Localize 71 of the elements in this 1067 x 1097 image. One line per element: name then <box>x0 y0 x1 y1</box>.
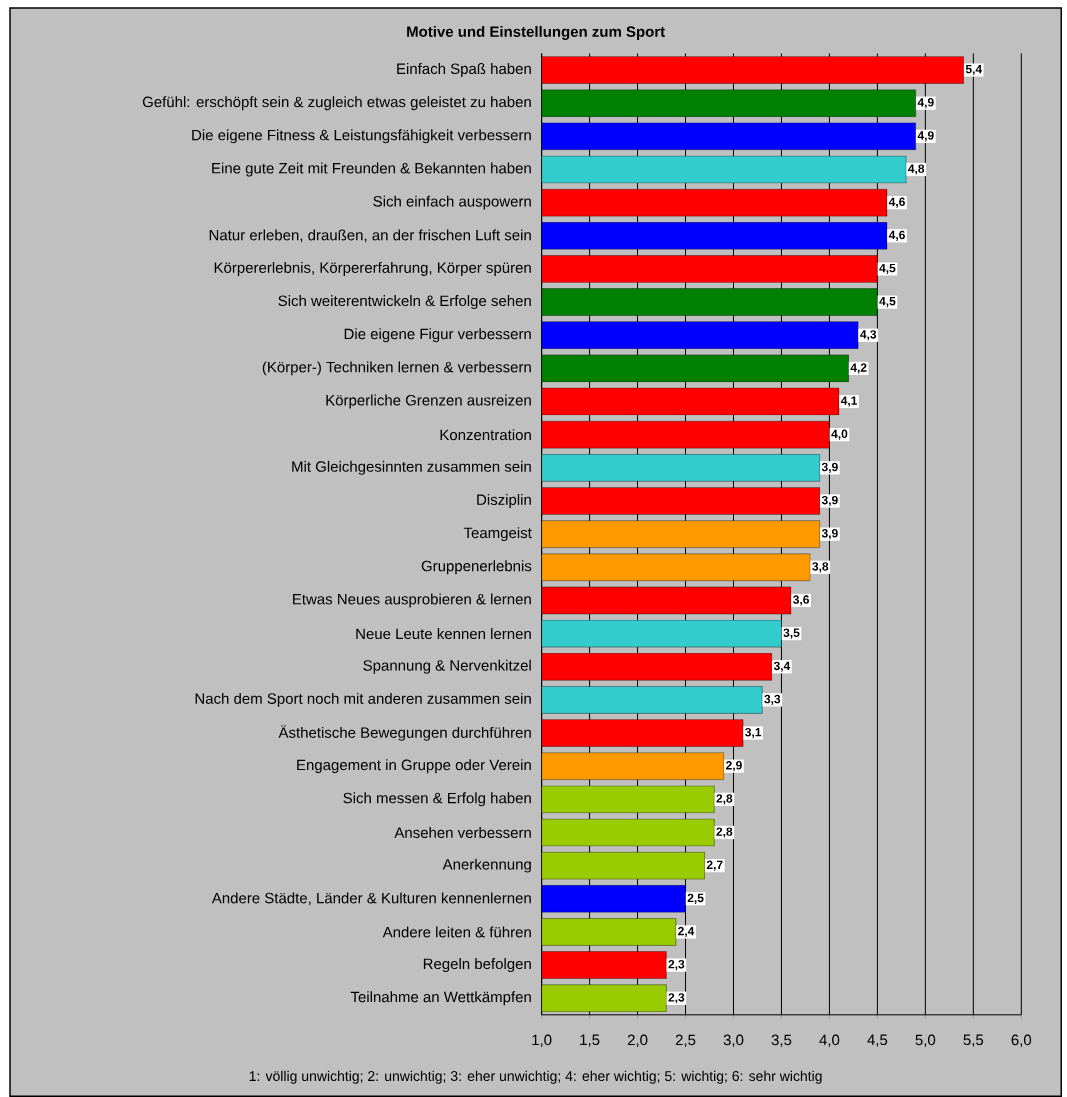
y-tick-label: Teamgeist <box>463 527 532 542</box>
x-tick-label: 6,0 <box>1011 1034 1031 1047</box>
x-tick-label: 3,5 <box>771 1034 792 1047</box>
y-tick-label: Natur erleben, draußen, an der frischen Luft sein <box>209 229 531 243</box>
data-label: 4,9 <box>917 131 934 142</box>
y-tick-label: Teilnahme an Wettkämpfen <box>350 991 531 1006</box>
x-tick-label: 1,0 <box>532 1034 552 1047</box>
y-tick-label: Engagement in Gruppe oder Verein <box>297 759 531 774</box>
data-label: 3,9 <box>821 462 838 473</box>
x-tick-label: 5,5 <box>963 1034 983 1047</box>
y-tick-label: Körperliche Grenzen ausreizen <box>326 394 531 409</box>
data-label: 2,3 <box>668 993 685 1004</box>
data-label: 4,6 <box>888 230 905 241</box>
y-tick-label: Neue Leute kennen lernen <box>356 628 531 640</box>
y-tick-label: Die eigene Fitness & Leistungsfähigkeit verbessern <box>192 129 531 144</box>
x-tick-label: 2,5 <box>675 1034 696 1047</box>
data-label: 4,2 <box>850 363 867 374</box>
data-label: 2,8 <box>716 794 733 805</box>
y-tick-label: Mit Gleichgesinnten zusammen sein <box>292 460 531 475</box>
y-tick-label: Spannung & Nervenkitzel <box>363 659 531 674</box>
y-tick-label: (Körper-) Techniken lernen & verbessern <box>262 361 531 376</box>
data-label: 4,1 <box>840 396 857 407</box>
y-tick-label: Sich einfach auspowern <box>373 195 531 210</box>
data-label: 2,8 <box>716 827 733 838</box>
data-label: 3,1 <box>744 727 761 739</box>
x-tick-label: 3,0 <box>723 1034 744 1047</box>
data-label: 4,9 <box>917 98 934 109</box>
data-label: 3,9 <box>821 495 838 507</box>
data-label: 4,0 <box>831 429 848 440</box>
data-label: 3,5 <box>783 628 800 639</box>
data-label: 2,7 <box>706 860 723 871</box>
data-label: 4,6 <box>888 197 905 208</box>
y-tick-label: Sich messen & Erfolg haben <box>343 792 531 807</box>
x-tick-label: 2,0 <box>627 1034 648 1047</box>
data-label: 3,3 <box>764 694 781 705</box>
y-tick-label: Andere leiten & führen <box>382 926 531 938</box>
data-label: 4,5 <box>879 263 896 274</box>
data-label: 2,3 <box>668 959 685 971</box>
y-tick-label: Konzentration <box>440 429 531 441</box>
x-tick-label: 5,0 <box>915 1034 936 1047</box>
y-tick-label: Andere Städte, Länder & Kulturen kennenlernen <box>211 892 531 906</box>
y-tick-label: Die eigene Figur verbessern <box>344 328 531 343</box>
y-tick-label: Gruppenerlebnis <box>421 560 532 575</box>
data-label: 2,4 <box>677 926 695 938</box>
data-label: 3,9 <box>821 529 838 540</box>
data-label: 4,3 <box>859 330 877 341</box>
y-tick-label: Ästhetische Bewegungen durchführen <box>278 725 531 741</box>
text: 1: völlig unwichtig; 2: unwichtig; 3: eher unwichtig; 4: eher wichtig; 5: wichtig; 6: sehr wichtig <box>249 1070 822 1084</box>
data-label: 3,8 <box>812 562 829 573</box>
x-tick-label: 4,5 <box>867 1034 888 1047</box>
data-label: 5,4 <box>965 65 982 76</box>
y-tick-label: Regeln befolgen <box>423 958 531 973</box>
y-tick-label: Sich weiterentwickeln & Erfolge sehen <box>278 295 531 310</box>
y-tick-label: Nach dem Sport noch mit anderen zusammen sein <box>195 692 531 707</box>
x-tick-label: 1,5 <box>580 1034 600 1047</box>
y-tick-label: Einfach Spaß haben <box>397 63 531 78</box>
data-label: 4,8 <box>907 164 925 175</box>
y-tick-label: Etwas Neues ausprobieren & lernen <box>292 593 531 608</box>
data-label: 4,5 <box>879 297 896 308</box>
y-tick-label: Ansehen verbessern <box>394 826 531 838</box>
y-tick-label: Körpererlebnis, Körpererfahrung, Körper spüren <box>214 261 531 276</box>
y-tick-label: Eine gute Zeit mit Freunden & Bekannten haben <box>212 162 531 177</box>
x-tick-label: 4,0 <box>819 1034 840 1047</box>
data-label: 2,9 <box>725 761 742 772</box>
data-label: 3,4 <box>773 661 791 672</box>
y-tick-label: Gefühl: erschöpft sein & zugleich etwas geleistet zu haben <box>142 96 531 111</box>
data-label: 2,5 <box>687 893 704 904</box>
y-tick-label: Anerkennung <box>442 858 531 873</box>
chart-title: Motive und Einstellungen zum Sport <box>407 25 665 40</box>
y-tick-label: Disziplin <box>477 494 531 508</box>
data-label: 3,6 <box>792 595 809 606</box>
